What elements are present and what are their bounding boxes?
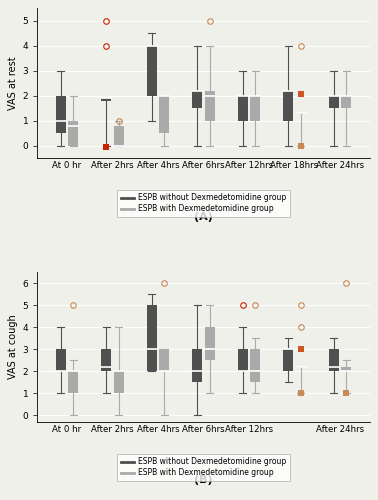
Bar <box>250 350 260 382</box>
Bar <box>204 90 215 120</box>
Bar <box>101 98 111 100</box>
Bar <box>159 350 169 372</box>
Bar <box>56 96 66 133</box>
Bar <box>284 350 293 372</box>
Bar <box>341 96 351 108</box>
Bar <box>147 46 157 96</box>
Bar <box>238 350 248 372</box>
Bar <box>284 90 293 120</box>
Bar <box>329 96 339 108</box>
Bar <box>68 120 78 146</box>
Bar <box>147 306 157 372</box>
X-axis label: (B): (B) <box>194 476 213 486</box>
Bar <box>192 350 202 382</box>
Bar <box>192 90 202 108</box>
Legend: ESPB without Dexmedetomidine group, ESPB with Dexmedetomidine group: ESPB without Dexmedetomidine group, ESPB… <box>117 454 290 481</box>
Bar <box>56 350 66 372</box>
Bar <box>159 96 169 133</box>
Bar <box>68 372 78 394</box>
X-axis label: (A): (A) <box>194 212 213 222</box>
Y-axis label: VAS at cough: VAS at cough <box>8 314 19 380</box>
Bar <box>101 350 111 372</box>
Y-axis label: VAS at rest: VAS at rest <box>8 56 19 110</box>
Legend: ESPB without Dexmedetomidine group, ESPB with Dexmedetomidine group: ESPB without Dexmedetomidine group, ESPB… <box>117 190 290 217</box>
Bar <box>113 372 124 394</box>
Bar <box>238 96 248 120</box>
Bar <box>250 96 260 120</box>
Bar <box>204 328 215 360</box>
Bar <box>113 126 124 146</box>
Bar <box>329 350 339 372</box>
Bar <box>341 367 351 372</box>
